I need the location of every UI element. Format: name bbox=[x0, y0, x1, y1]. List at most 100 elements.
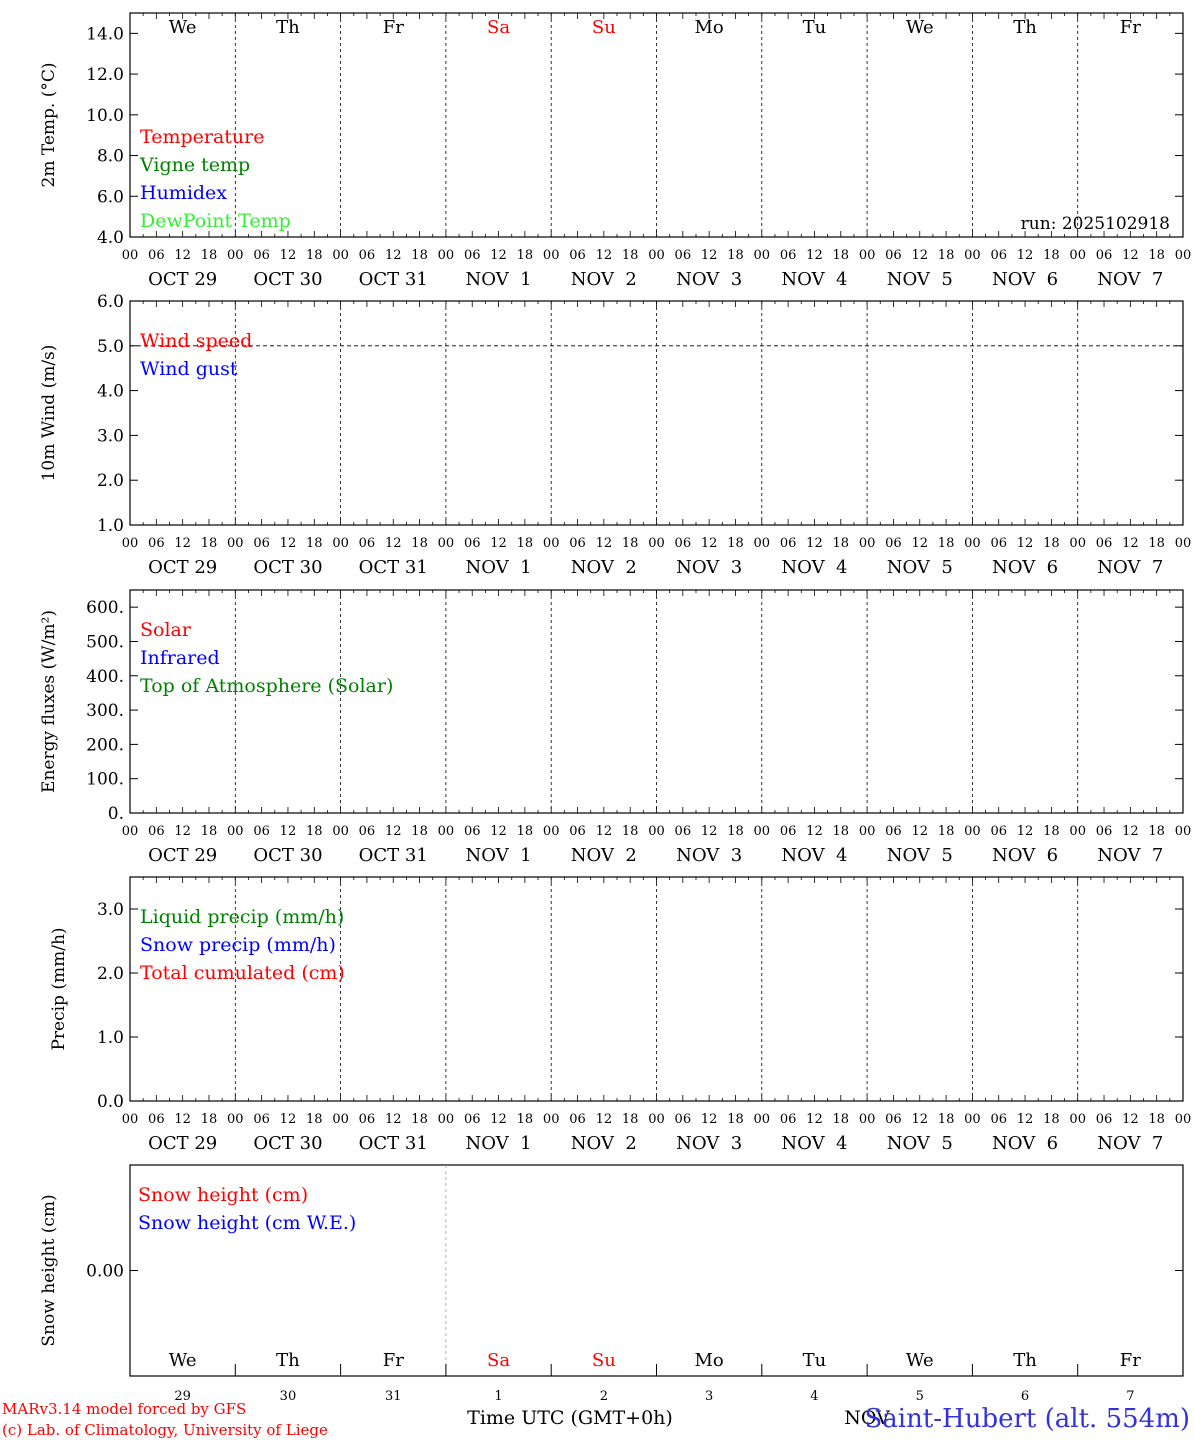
day-number-label: 7 bbox=[1126, 1389, 1134, 1404]
hour-tick-label: 06 bbox=[464, 536, 481, 551]
hour-tick-label: 18 bbox=[201, 1112, 218, 1127]
date-label: OCT 29 bbox=[148, 845, 217, 866]
day-number-label: 4 bbox=[810, 1389, 818, 1404]
hour-tick-label: 12 bbox=[596, 248, 613, 263]
hour-tick-label: 18 bbox=[833, 536, 850, 551]
hour-tick-label: 12 bbox=[1122, 1112, 1139, 1127]
legend-snow-precip-mm-h-: Snow precip (mm/h) bbox=[140, 934, 336, 956]
hour-tick-label: 18 bbox=[833, 248, 850, 263]
hour-tick-label: 12 bbox=[701, 248, 718, 263]
hour-tick-label: 00 bbox=[754, 824, 771, 839]
weekday-label: Th bbox=[276, 17, 300, 38]
weekday-label: Tu bbox=[803, 1350, 827, 1371]
date-label: OCT 30 bbox=[253, 845, 322, 866]
hour-tick-label: 00 bbox=[332, 824, 349, 839]
y-tick-label: 0.0 bbox=[97, 1092, 124, 1112]
hour-tick-label: 00 bbox=[964, 1112, 981, 1127]
hour-tick-label: 00 bbox=[332, 248, 349, 263]
hour-tick-label: 18 bbox=[306, 248, 323, 263]
hour-tick-label: 12 bbox=[385, 536, 402, 551]
date-label: NOV 3 bbox=[676, 845, 742, 866]
hour-tick-label: 06 bbox=[253, 536, 270, 551]
hour-tick-label: 06 bbox=[1096, 1112, 1113, 1127]
hour-tick-label: 18 bbox=[833, 1112, 850, 1127]
hour-tick-label: 12 bbox=[1017, 536, 1034, 551]
hour-tick-label: 18 bbox=[727, 824, 744, 839]
hour-tick-label: 12 bbox=[911, 248, 928, 263]
hour-tick-label: 00 bbox=[122, 824, 139, 839]
date-label: OCT 29 bbox=[148, 557, 217, 578]
date-label: NOV 2 bbox=[571, 845, 637, 866]
hour-tick-label: 06 bbox=[990, 1112, 1007, 1127]
hour-tick-label: 18 bbox=[201, 536, 218, 551]
panel-frame bbox=[129, 300, 1184, 526]
hour-tick-label: 18 bbox=[201, 248, 218, 263]
y-tick-label: 100. bbox=[86, 770, 124, 790]
hour-tick-label: 00 bbox=[648, 1112, 665, 1127]
date-label: NOV 7 bbox=[1097, 845, 1163, 866]
y-tick-label: 14.0 bbox=[86, 24, 124, 44]
panel-wind: 1.0 2.0 3.0 4.0 5.0 6.0 10m Wind (m/s) 00 06 12 18… bbox=[39, 292, 1191, 578]
y-axis-label: Precip (mm/h) bbox=[49, 927, 69, 1050]
weekday-label: Tu bbox=[803, 17, 827, 38]
legend-humidex: Humidex bbox=[140, 182, 227, 204]
date-label: NOV 2 bbox=[571, 269, 637, 290]
date-label: NOV 6 bbox=[992, 1133, 1058, 1154]
weekday-label: We bbox=[169, 1350, 197, 1371]
hour-tick-label: 18 bbox=[517, 1112, 534, 1127]
legend-wind-gust: Wind gust bbox=[140, 358, 238, 380]
hour-tick-label: 12 bbox=[490, 248, 507, 263]
hour-tick-label: 18 bbox=[1043, 1112, 1060, 1127]
hour-tick-label: 00 bbox=[543, 248, 560, 263]
hour-tick-label: 12 bbox=[490, 536, 507, 551]
hour-tick-label: 18 bbox=[622, 824, 639, 839]
hour-tick-label: 12 bbox=[280, 824, 297, 839]
hour-tick-label: 12 bbox=[385, 248, 402, 263]
y-tick-label: 4.0 bbox=[97, 228, 124, 248]
hour-tick-label: 06 bbox=[359, 1112, 376, 1127]
y-tick-label: 400. bbox=[86, 667, 124, 687]
hour-tick-label: 06 bbox=[990, 536, 1007, 551]
hour-tick-label: 12 bbox=[385, 1112, 402, 1127]
date-label: OCT 29 bbox=[148, 269, 217, 290]
weekday-label: Fr bbox=[1120, 17, 1141, 38]
y-tick-label: 12.0 bbox=[86, 65, 124, 85]
hour-tick-label: 00 bbox=[122, 1112, 139, 1127]
hour-tick-label: 12 bbox=[385, 824, 402, 839]
hour-tick-label: 06 bbox=[1096, 248, 1113, 263]
legend-snow-height-cm-: Snow height (cm) bbox=[138, 1184, 308, 1206]
run-label: run: 2025102918 bbox=[1021, 214, 1170, 234]
hour-tick-label: 06 bbox=[253, 248, 270, 263]
hour-tick-label: 18 bbox=[1148, 1112, 1165, 1127]
hour-tick-label: 18 bbox=[411, 1112, 428, 1127]
y-tick-label: 6.0 bbox=[97, 292, 124, 312]
legend-wind-speed: Wind speed bbox=[140, 330, 252, 352]
date-label: NOV 1 bbox=[466, 845, 532, 866]
hour-tick-label: 06 bbox=[885, 536, 902, 551]
hour-tick-label: 18 bbox=[1148, 536, 1165, 551]
hour-tick-label: 18 bbox=[517, 248, 534, 263]
weekday-label: Fr bbox=[1120, 1350, 1141, 1371]
hour-tick-label: 12 bbox=[174, 1112, 191, 1127]
hour-tick-label: 00 bbox=[1069, 1112, 1086, 1127]
day-number-label: 30 bbox=[280, 1389, 297, 1404]
hour-tick-label: 18 bbox=[306, 1112, 323, 1127]
hour-tick-label: 12 bbox=[596, 1112, 613, 1127]
weekday-label: Th bbox=[276, 1350, 300, 1371]
hour-tick-label: 18 bbox=[411, 536, 428, 551]
date-label: NOV 5 bbox=[887, 1133, 953, 1154]
hour-tick-label: 12 bbox=[701, 824, 718, 839]
hour-tick-label: 06 bbox=[464, 1112, 481, 1127]
hour-tick-label: 12 bbox=[1017, 824, 1034, 839]
hour-tick-label: 00 bbox=[227, 248, 244, 263]
y-tick-label: 4.0 bbox=[97, 382, 124, 402]
hour-tick-label: 12 bbox=[806, 248, 823, 263]
x-axis-title: Time UTC (GMT+0h) bbox=[467, 1407, 673, 1429]
date-label: NOV 3 bbox=[676, 1133, 742, 1154]
date-label: NOV 5 bbox=[887, 557, 953, 578]
hour-tick-label: 18 bbox=[1043, 248, 1060, 263]
hour-tick-label: 12 bbox=[911, 536, 928, 551]
date-label: NOV 5 bbox=[887, 269, 953, 290]
hour-tick-label: 18 bbox=[622, 1112, 639, 1127]
hour-tick-label: 06 bbox=[569, 248, 586, 263]
